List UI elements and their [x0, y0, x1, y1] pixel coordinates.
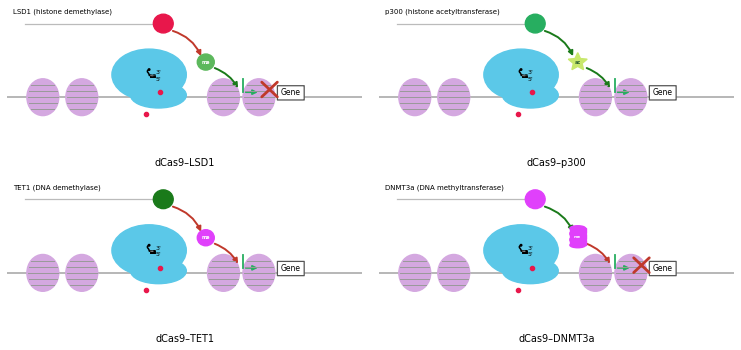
Text: Gene: Gene — [653, 264, 673, 273]
Ellipse shape — [438, 254, 470, 291]
Text: Gene: Gene — [653, 88, 673, 97]
Ellipse shape — [570, 226, 585, 231]
Text: 3': 3' — [156, 246, 162, 251]
Text: DNMT3a (DNA methyltransferase): DNMT3a (DNA methyltransferase) — [385, 184, 504, 191]
Text: me: me — [202, 235, 210, 240]
Polygon shape — [570, 234, 585, 239]
Text: 3': 3' — [528, 70, 533, 75]
Ellipse shape — [579, 254, 611, 291]
Text: dCas9–TET1: dCas9–TET1 — [155, 334, 214, 344]
Ellipse shape — [579, 79, 611, 116]
Ellipse shape — [27, 254, 59, 291]
Ellipse shape — [112, 49, 186, 100]
FancyBboxPatch shape — [277, 261, 305, 276]
Circle shape — [197, 54, 214, 70]
Ellipse shape — [243, 254, 275, 291]
Ellipse shape — [615, 254, 647, 291]
Text: Gene: Gene — [281, 88, 301, 97]
Ellipse shape — [615, 79, 647, 116]
Ellipse shape — [207, 79, 239, 116]
Circle shape — [153, 190, 173, 209]
Ellipse shape — [27, 79, 59, 116]
Text: dCas9–DNMT3a: dCas9–DNMT3a — [518, 334, 595, 344]
Ellipse shape — [570, 243, 585, 248]
Ellipse shape — [399, 79, 431, 116]
Ellipse shape — [502, 258, 558, 284]
Text: 5': 5' — [156, 77, 161, 82]
Ellipse shape — [207, 254, 239, 291]
Ellipse shape — [570, 232, 585, 237]
Text: me: me — [574, 235, 582, 239]
Ellipse shape — [502, 82, 558, 108]
Text: 5': 5' — [156, 252, 161, 257]
Ellipse shape — [130, 82, 186, 108]
Ellipse shape — [112, 225, 186, 276]
Text: 5': 5' — [528, 252, 533, 257]
Polygon shape — [568, 53, 587, 70]
Text: 5': 5' — [528, 77, 533, 82]
Ellipse shape — [66, 254, 98, 291]
Circle shape — [197, 230, 214, 246]
Text: 3': 3' — [156, 70, 162, 75]
Text: dCas9–p300: dCas9–p300 — [527, 158, 586, 168]
Ellipse shape — [570, 231, 585, 236]
Circle shape — [525, 14, 545, 33]
Text: me: me — [202, 60, 210, 64]
Ellipse shape — [399, 254, 431, 291]
Ellipse shape — [570, 238, 585, 243]
Circle shape — [525, 190, 545, 209]
FancyBboxPatch shape — [277, 86, 305, 100]
FancyBboxPatch shape — [649, 86, 676, 100]
Polygon shape — [570, 228, 585, 233]
Ellipse shape — [66, 79, 98, 116]
FancyBboxPatch shape — [649, 261, 676, 276]
Ellipse shape — [243, 79, 275, 116]
Text: 3': 3' — [528, 246, 533, 251]
Text: TET1 (DNA demethylase): TET1 (DNA demethylase) — [13, 184, 101, 191]
Text: Gene: Gene — [281, 264, 301, 273]
Text: LSD1 (histone demethylase): LSD1 (histone demethylase) — [13, 8, 112, 15]
Ellipse shape — [484, 225, 558, 276]
Ellipse shape — [570, 237, 585, 242]
Ellipse shape — [130, 258, 186, 284]
Text: p300 (histone acetyltransferase): p300 (histone acetyltransferase) — [385, 8, 499, 15]
Ellipse shape — [438, 79, 470, 116]
Ellipse shape — [484, 49, 558, 100]
Text: ac: ac — [574, 60, 581, 64]
Polygon shape — [570, 240, 585, 245]
Circle shape — [153, 14, 173, 33]
Text: dCas9–LSD1: dCas9–LSD1 — [154, 158, 215, 168]
